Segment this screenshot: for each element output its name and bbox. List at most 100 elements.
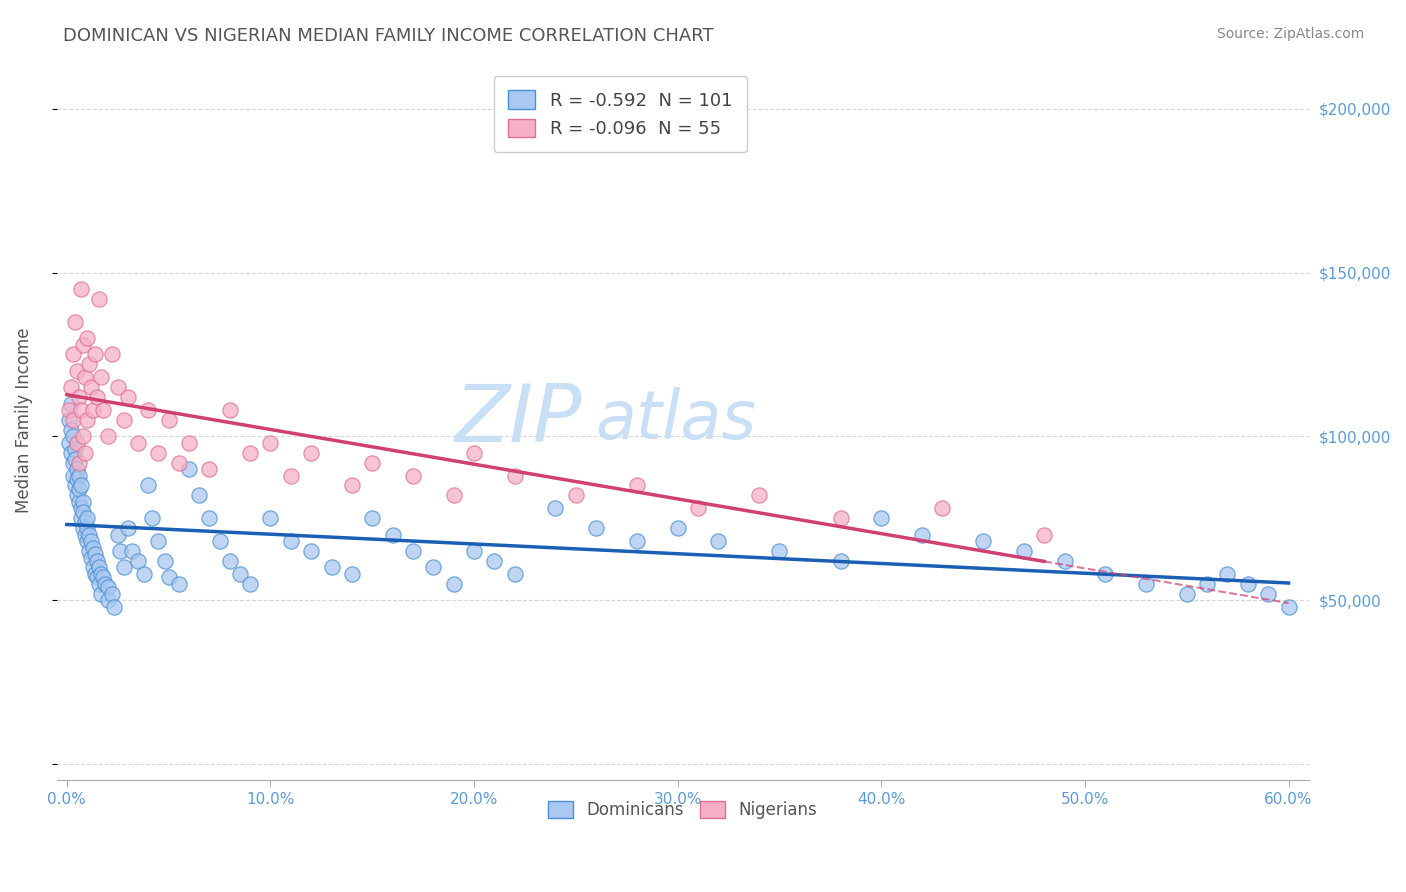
Point xyxy=(82,541,104,555)
Legend: Dominicans, Nigerians: Dominicans, Nigerians xyxy=(541,795,824,826)
Point xyxy=(117,390,139,404)
Point xyxy=(321,560,343,574)
Point xyxy=(66,462,89,476)
Point xyxy=(70,501,93,516)
Point xyxy=(198,462,221,476)
Point xyxy=(84,347,107,361)
Text: ZIP: ZIP xyxy=(456,381,582,459)
Point xyxy=(90,370,112,384)
Point xyxy=(72,429,94,443)
Point xyxy=(89,560,111,574)
Point xyxy=(103,599,125,614)
Point xyxy=(121,544,143,558)
Point xyxy=(1053,554,1076,568)
Point xyxy=(141,511,163,525)
Point xyxy=(59,423,82,437)
Point xyxy=(86,554,108,568)
Point xyxy=(167,576,190,591)
Point xyxy=(148,534,170,549)
Point xyxy=(62,468,84,483)
Point xyxy=(75,527,97,541)
Point xyxy=(503,468,526,483)
Point xyxy=(72,495,94,509)
Point xyxy=(585,521,607,535)
Point xyxy=(76,331,98,345)
Point xyxy=(72,505,94,519)
Point xyxy=(75,370,97,384)
Point xyxy=(707,534,730,549)
Point xyxy=(66,472,89,486)
Point xyxy=(72,521,94,535)
Point xyxy=(76,413,98,427)
Point xyxy=(259,511,281,525)
Point xyxy=(280,534,302,549)
Point xyxy=(136,478,159,492)
Point xyxy=(259,436,281,450)
Point xyxy=(93,403,115,417)
Point xyxy=(402,544,425,558)
Point xyxy=(67,456,90,470)
Point xyxy=(89,292,111,306)
Point xyxy=(626,534,648,549)
Point xyxy=(94,576,117,591)
Point xyxy=(1175,586,1198,600)
Point xyxy=(63,442,86,457)
Point xyxy=(768,544,790,558)
Point xyxy=(66,364,89,378)
Point xyxy=(1012,544,1035,558)
Point xyxy=(686,501,709,516)
Point xyxy=(381,527,404,541)
Point xyxy=(229,566,252,581)
Point xyxy=(86,390,108,404)
Point xyxy=(911,527,934,541)
Point xyxy=(59,446,82,460)
Point xyxy=(218,403,240,417)
Point xyxy=(70,403,93,417)
Point xyxy=(748,488,770,502)
Point xyxy=(127,436,149,450)
Point xyxy=(299,544,322,558)
Point xyxy=(75,515,97,529)
Point xyxy=(1236,576,1258,591)
Point xyxy=(75,446,97,460)
Point xyxy=(67,495,90,509)
Point xyxy=(484,554,506,568)
Point xyxy=(82,560,104,574)
Point xyxy=(77,357,100,371)
Point xyxy=(58,413,80,427)
Point xyxy=(1216,566,1239,581)
Point xyxy=(1277,599,1299,614)
Point xyxy=(59,380,82,394)
Point xyxy=(117,521,139,535)
Point xyxy=(62,347,84,361)
Point xyxy=(66,488,89,502)
Point xyxy=(100,347,122,361)
Point xyxy=(59,396,82,410)
Point xyxy=(134,566,156,581)
Point xyxy=(188,488,211,502)
Point xyxy=(80,550,103,565)
Point xyxy=(70,478,93,492)
Point xyxy=(443,488,465,502)
Point xyxy=(62,456,84,470)
Point xyxy=(299,446,322,460)
Point xyxy=(463,446,485,460)
Point xyxy=(70,282,93,296)
Point xyxy=(62,413,84,427)
Point xyxy=(100,586,122,600)
Point xyxy=(972,534,994,549)
Point xyxy=(544,501,567,516)
Point xyxy=(96,593,118,607)
Point xyxy=(931,501,953,516)
Point xyxy=(1257,586,1279,600)
Point xyxy=(76,534,98,549)
Point xyxy=(93,570,115,584)
Point xyxy=(62,429,84,443)
Point xyxy=(830,511,852,525)
Point xyxy=(239,576,262,591)
Point xyxy=(112,413,135,427)
Point xyxy=(67,468,90,483)
Point xyxy=(77,544,100,558)
Text: atlas: atlas xyxy=(595,387,756,453)
Point xyxy=(89,576,111,591)
